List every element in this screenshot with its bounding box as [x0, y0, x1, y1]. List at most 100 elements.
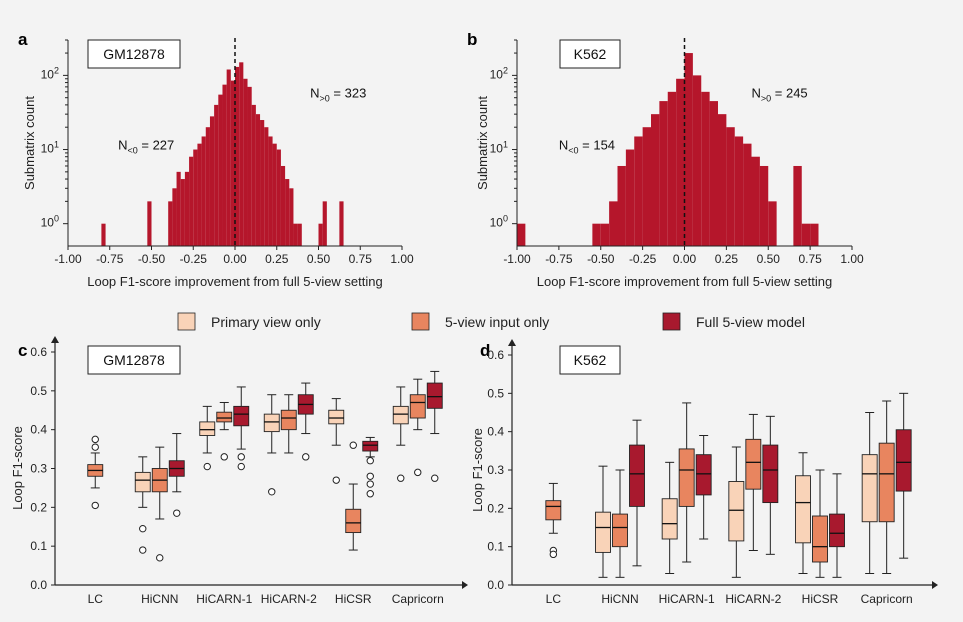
histogram-bar [642, 127, 651, 246]
histogram-bar [667, 91, 677, 246]
y-axis-title: Loop F1-score [470, 428, 485, 512]
histogram-bar [285, 179, 290, 246]
histogram-bar [218, 94, 223, 246]
histogram-bar [297, 223, 302, 246]
y-tick-label: 0.3 [30, 462, 47, 476]
histogram-bar [625, 149, 635, 246]
x-tick-label: 0.25 [265, 252, 289, 266]
histogram-bar [247, 86, 252, 247]
box-full_five_view_model [426, 370, 443, 482]
x-tick-label: HiCARN-1 [196, 592, 252, 606]
y-axis-title: Submatrix count [22, 96, 37, 190]
y-tick-label: 0.2 [30, 500, 47, 514]
outlier-point [91, 435, 99, 444]
x-axis-title: Loop F1-score improvement from full 5-vi… [537, 274, 833, 289]
outlier-point [397, 474, 405, 482]
panel-letter-c: c [18, 341, 27, 360]
iqr-box [362, 440, 379, 452]
iqr-box [812, 515, 828, 563]
x-tick-label: HiCSR [802, 592, 839, 606]
outlier-point [302, 453, 310, 461]
histogram-bar [743, 143, 752, 246]
histogram-bar [205, 127, 210, 246]
y-tick-label: 0.5 [487, 386, 504, 400]
box-five_view_input_only [345, 441, 362, 551]
y-axis-arrow-icon [508, 339, 516, 346]
histogram-bar [222, 84, 227, 247]
iqr-box [678, 448, 695, 507]
histogram-bar [759, 165, 769, 246]
y-tick-label: 0.1 [30, 539, 47, 553]
legend: Primary view only 5-view input only Full 5… [177, 312, 805, 331]
y-tick-label: 0.0 [487, 578, 504, 592]
x-tick-label: -0.50 [138, 252, 166, 266]
box-full_five_view_model [829, 473, 845, 578]
histogram-bar [793, 165, 802, 246]
box-five_view_input_only [216, 401, 233, 461]
iqr-box [545, 500, 562, 521]
histogram-bar [289, 188, 294, 246]
box-five_view_input_only [280, 394, 297, 454]
cell-line-label-box: GM12878 [87, 39, 181, 69]
x-tick-label: 1.00 [840, 252, 864, 266]
x-tick-label: HiCSR [335, 592, 372, 606]
outlier-point [366, 480, 374, 488]
histogram-bar [189, 156, 194, 246]
y-tick-label: 102 [490, 65, 508, 81]
legend-label: 5-view input only [445, 314, 549, 330]
x-tick-label: LC [88, 592, 104, 606]
iqr-box [409, 394, 426, 419]
iqr-box [861, 454, 878, 523]
box-five_view_input_only [87, 435, 104, 510]
x-tick-label: HiCARN-2 [725, 592, 781, 606]
histogram-bar [634, 136, 643, 246]
histogram-bar [147, 201, 152, 246]
x-tick-label: -0.25 [629, 252, 657, 266]
outlier-point [237, 462, 245, 471]
x-tick-label: 0.50 [757, 252, 781, 266]
iqr-box [134, 471, 151, 493]
x-tick-label: HiCNN [601, 592, 638, 606]
outlier-point [156, 554, 164, 562]
count-annotation: N>0 = 323 [310, 86, 366, 104]
y-tick-label: 100 [490, 214, 508, 230]
iqr-box [199, 421, 216, 436]
outlier-point [366, 457, 374, 465]
histogram-bar [659, 101, 668, 246]
box-five_view_input_only [409, 378, 426, 477]
cell-line-label: K562 [574, 352, 607, 368]
histogram-bar [280, 165, 286, 246]
y-tick-label: 101 [41, 140, 59, 156]
histogram-bar [172, 188, 177, 246]
outlier-point [414, 468, 422, 477]
legend-swatch [177, 312, 196, 331]
y-axis-arrow-icon [51, 336, 59, 343]
panel-letter-a: a [18, 30, 28, 49]
iqr-box [829, 513, 845, 548]
outlier-point [139, 546, 147, 554]
histogram-bar [260, 120, 265, 246]
legend-swatch [662, 312, 681, 331]
iqr-box [661, 498, 678, 540]
histogram-bar [255, 114, 261, 247]
cell-line-label: K562 [574, 46, 607, 62]
iqr-box [216, 411, 233, 423]
histogram-bar [734, 136, 744, 246]
histogram-bar [184, 171, 190, 246]
outlier-point [203, 462, 211, 471]
histogram-bar [684, 53, 693, 246]
outlier-point [173, 509, 181, 517]
histogram-bar [318, 223, 323, 246]
histogram-bar [197, 143, 202, 246]
histogram-bar [726, 127, 735, 246]
histogram-bar [751, 156, 760, 246]
box-full_five_view_model [233, 386, 250, 471]
cell-line-frame [87, 39, 181, 69]
histogram-bar [209, 116, 215, 247]
x-tick-label: 0.50 [307, 252, 331, 266]
cell-line-label-box: GM12878 [87, 345, 181, 375]
iqr-box [595, 511, 611, 553]
cell-line-frame [559, 39, 621, 69]
x-tick-label: HiCNN [141, 592, 178, 606]
histogram-bar [322, 201, 327, 246]
